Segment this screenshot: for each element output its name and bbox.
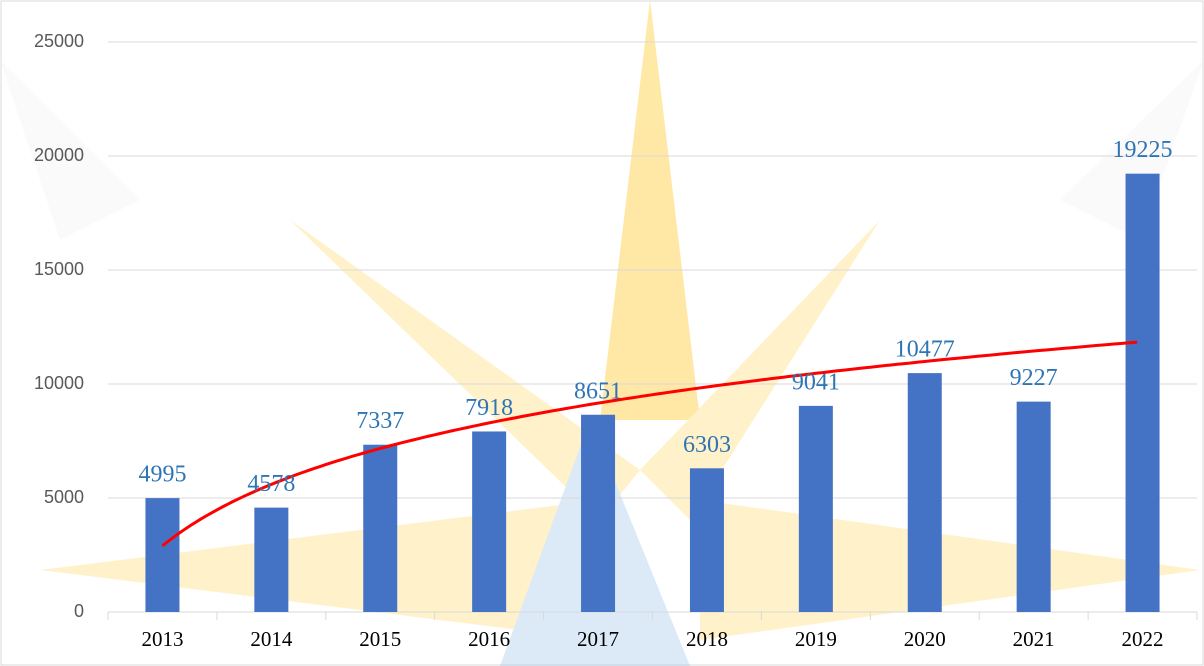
x-tick-label: 2019 xyxy=(795,627,837,651)
bar xyxy=(145,498,179,612)
value-label: 9041 xyxy=(792,369,840,395)
x-tick-label: 2013 xyxy=(141,627,183,651)
x-tick-label: 2020 xyxy=(904,627,946,651)
bar xyxy=(1017,402,1051,612)
value-label: 9227 xyxy=(1010,365,1058,391)
bar xyxy=(690,468,724,612)
y-tick-label: 15000 xyxy=(34,259,84,279)
value-label: 8651 xyxy=(574,378,622,404)
x-tick-label: 2022 xyxy=(1122,627,1164,651)
y-tick-label: 0 xyxy=(74,601,84,621)
value-label: 7918 xyxy=(465,395,513,421)
x-tick-label: 2015 xyxy=(359,627,401,651)
value-label: 4578 xyxy=(247,471,295,497)
value-label: 19225 xyxy=(1113,137,1173,163)
y-tick-label: 10000 xyxy=(34,373,84,393)
x-tick-label: 2021 xyxy=(1013,627,1055,651)
x-tick-label: 2017 xyxy=(577,627,619,651)
value-label: 4995 xyxy=(138,462,186,488)
bar xyxy=(472,431,506,612)
bar xyxy=(1126,174,1160,612)
bar xyxy=(254,508,288,612)
bar xyxy=(363,445,397,612)
y-tick-label: 20000 xyxy=(34,145,84,165)
bar xyxy=(799,406,833,612)
value-label: 7337 xyxy=(356,408,404,434)
bar xyxy=(908,373,942,612)
x-tick-label: 2018 xyxy=(686,627,728,651)
value-label: 10477 xyxy=(895,337,955,363)
bar xyxy=(581,415,615,612)
chart: 0 5000 10000 15000 20000 25000 2013 2014 2015 201… xyxy=(0,0,1204,666)
value-label: 6303 xyxy=(683,432,731,458)
x-tick-label: 2014 xyxy=(250,627,293,651)
y-tick-label: 5000 xyxy=(44,487,84,507)
x-tick-label: 2016 xyxy=(468,627,510,651)
y-tick-label: 25000 xyxy=(34,31,84,51)
